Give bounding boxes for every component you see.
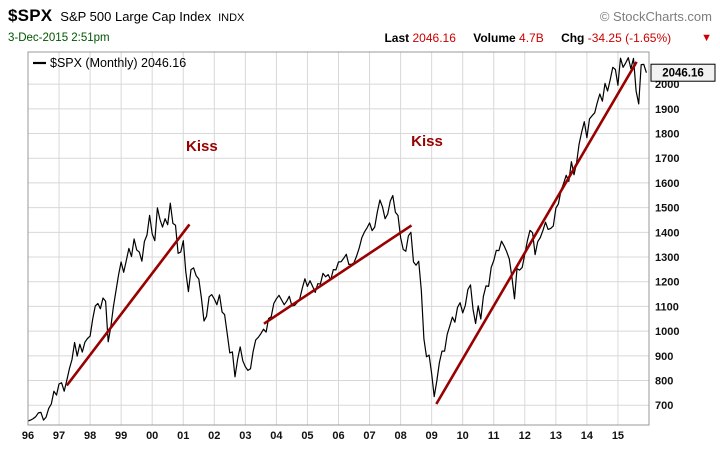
- y-axis-label: 1800: [655, 129, 679, 141]
- y-axis-label: 1900: [655, 104, 679, 116]
- y-axis-label: 1400: [655, 227, 679, 239]
- last-value: 2046.16: [412, 31, 456, 45]
- y-axis-label: 1000: [655, 326, 679, 338]
- x-axis-label: 06: [332, 430, 344, 442]
- chg-label: Chg: [561, 31, 585, 45]
- quote-summary: Last 2046.16 Volume 4.7B Chg -34.25 (-1.…: [384, 31, 671, 45]
- x-axis-label: 00: [146, 430, 158, 442]
- x-axis-label: 11: [488, 430, 500, 442]
- price-line: [27, 57, 647, 422]
- y-axis-label: 1200: [655, 277, 679, 289]
- y-axis-label: 900: [655, 351, 673, 363]
- y-axis-label: 1300: [655, 252, 679, 264]
- x-axis-label: 14: [581, 430, 594, 442]
- kiss-annotation: Kiss: [411, 133, 443, 150]
- x-axis-label: 97: [53, 430, 65, 442]
- x-axis-label: 01: [177, 430, 189, 442]
- volume-value: 4.7B: [519, 31, 544, 45]
- symbol: $SPX: [8, 6, 53, 25]
- x-axis-label: 08: [394, 430, 406, 442]
- x-axis-label: 12: [519, 430, 531, 442]
- trend-line: [263, 224, 413, 325]
- x-axis-label: 13: [550, 430, 562, 442]
- y-axis-label: 1100: [655, 301, 679, 313]
- gridlines: [28, 52, 649, 425]
- last-label: Last: [384, 31, 410, 45]
- x-axis-label: 98: [84, 430, 96, 442]
- y-axis-label: 1700: [655, 153, 679, 165]
- y-axis-label: 2000: [655, 79, 679, 91]
- chg-value: -34.25 (-1.65%): [587, 31, 672, 45]
- y-axis-label: 1600: [655, 178, 679, 190]
- trend-line: [65, 223, 191, 387]
- x-axis-label: 96: [22, 430, 34, 442]
- volume-label: Volume: [473, 31, 516, 45]
- timestamp: 3-Dec-2015 2:51pm: [8, 32, 110, 44]
- kiss-annotation: Kiss: [186, 138, 218, 155]
- x-axis-label: 05: [301, 430, 313, 442]
- legend-label: $SPX (Monthly) 2046.16: [50, 56, 186, 70]
- x-axis-label: 07: [363, 430, 375, 442]
- x-axis-label: 99: [115, 430, 127, 442]
- plot-frame: [27, 51, 650, 426]
- trend-line: [435, 61, 638, 405]
- x-axis-label: 15: [612, 430, 624, 442]
- price-chart: Kiss Kiss $SPX (Monthly) 2046.16 700 800 900 1…: [22, 51, 716, 442]
- stockcharts-credit: © StockCharts.com: [599, 9, 712, 24]
- x-axis-label: 04: [270, 430, 283, 442]
- quote-bar: 3-Dec-2015 2:51pm Last 2046.16 Volume 4.…: [0, 26, 720, 46]
- chart-header: $SPX S&P 500 Large Cap Index INDX © Stoc…: [0, 0, 720, 26]
- last-price-label: 2046.16: [662, 68, 704, 80]
- x-axis-label: 03: [239, 430, 251, 442]
- y-axis-label: 1500: [655, 203, 679, 215]
- y-axis-label: 800: [655, 376, 673, 388]
- down-triangle-icon: ▼: [701, 31, 712, 44]
- x-axis-label: 02: [208, 430, 220, 442]
- x-axis-label: 09: [426, 430, 438, 442]
- symbol-name: S&P 500 Large Cap Index: [60, 9, 212, 24]
- x-axis-label: 10: [457, 430, 469, 442]
- y-axis-label: 700: [655, 400, 673, 412]
- exchange-label: INDX: [218, 12, 245, 24]
- last-price-box: [650, 63, 716, 82]
